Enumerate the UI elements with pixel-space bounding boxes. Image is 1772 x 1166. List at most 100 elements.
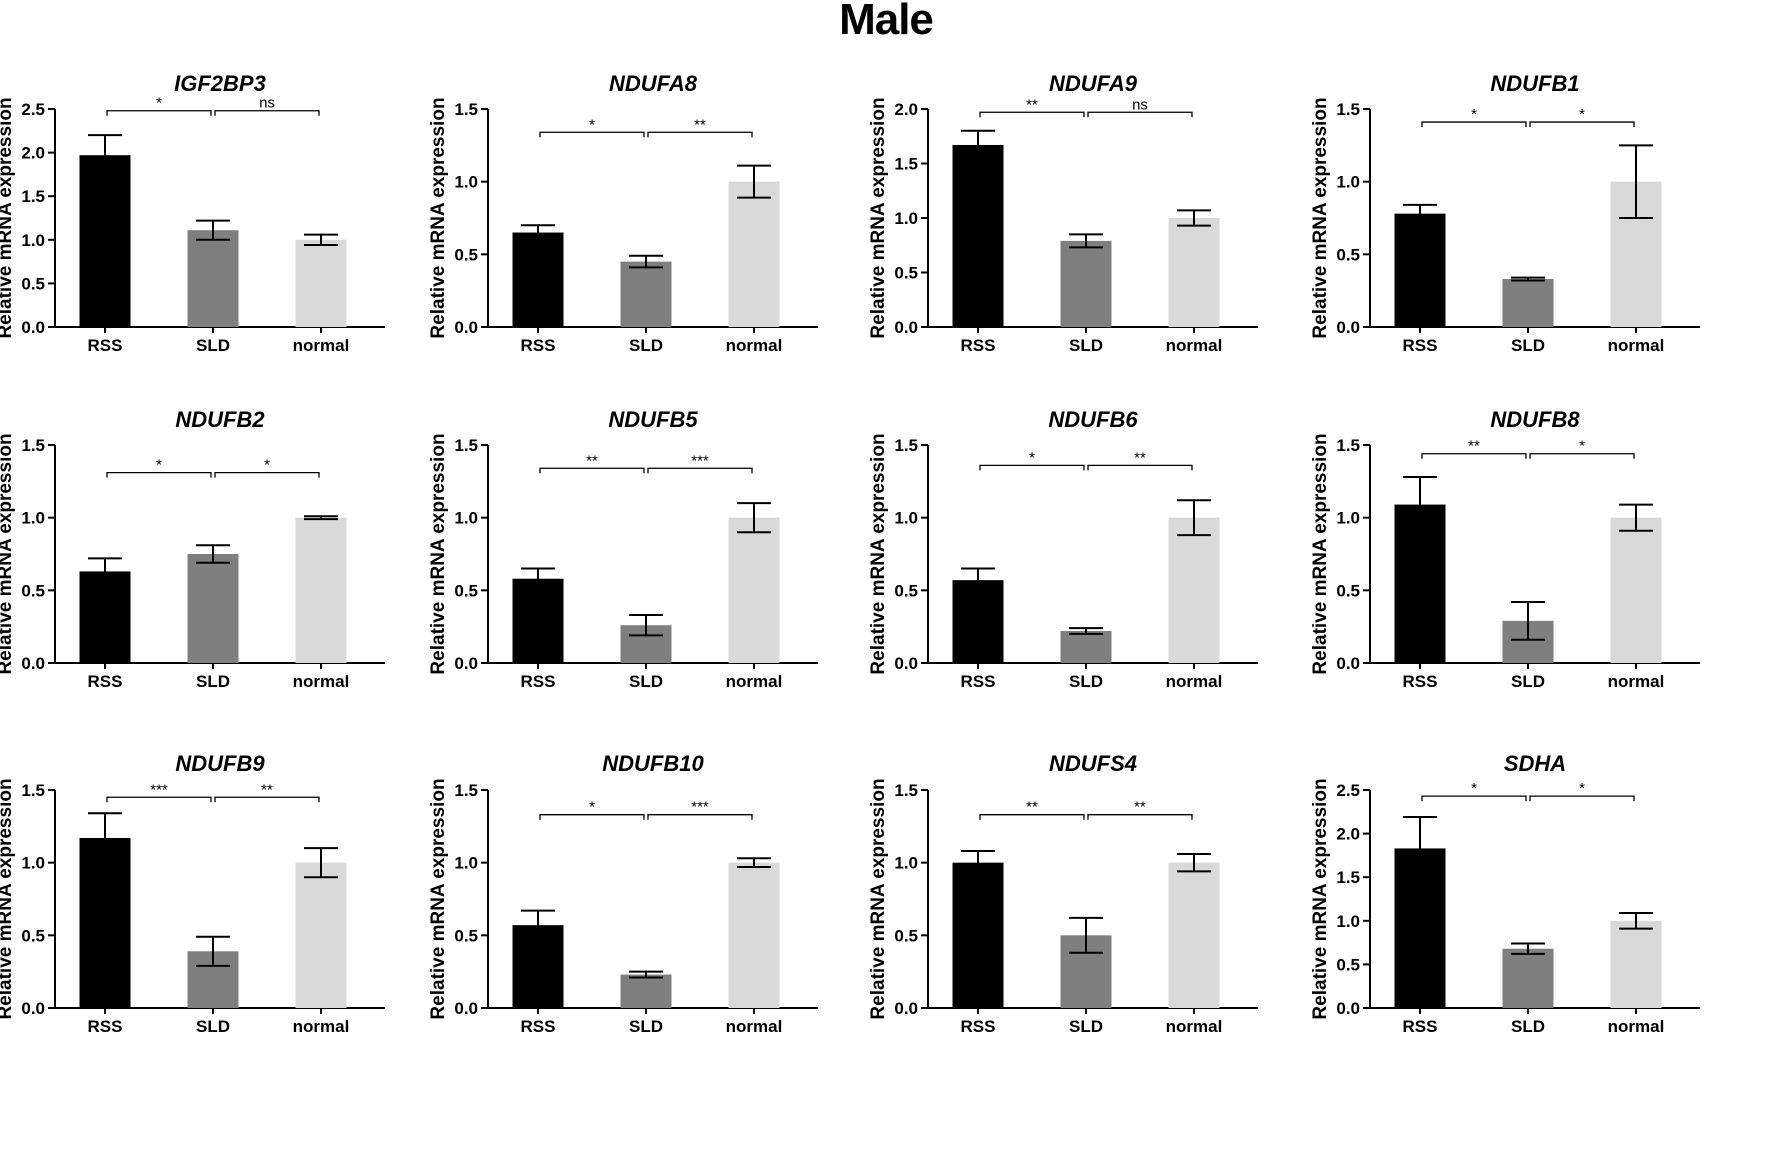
category-label-normal: normal xyxy=(726,1017,783,1036)
category-label-normal: normal xyxy=(1166,1017,1223,1036)
y-tick-label: 0.5 xyxy=(894,926,918,945)
significance-bracket xyxy=(539,131,645,138)
chart-title: NDUFB6 xyxy=(1048,407,1138,432)
bar-normal xyxy=(1168,862,1220,1008)
chart-panel-igf2bp3: IGF2BP3 Relative mRNA expression 0.0 0.5 1.0… xyxy=(0,71,385,355)
chart-title: NDUFB2 xyxy=(175,407,265,432)
bar-normal xyxy=(295,517,347,663)
bar-sld xyxy=(620,974,672,1008)
y-axis-label: Relative mRNA expression xyxy=(868,778,889,1019)
y-tick-label: 0.5 xyxy=(21,274,45,293)
significance-label: ** xyxy=(694,116,706,133)
chart-title: NDUFA9 xyxy=(1049,71,1138,96)
y-tick-label: 2.0 xyxy=(21,144,45,163)
significance-label: * xyxy=(1471,780,1477,797)
y-tick-label: 0.5 xyxy=(894,581,918,600)
y-tick-label: 0.5 xyxy=(21,581,45,600)
y-tick-label: 0.5 xyxy=(1336,581,1360,600)
y-tick-label: 1.0 xyxy=(21,231,45,250)
significance-label: * xyxy=(589,116,595,133)
category-label-sld: SLD xyxy=(196,336,230,355)
y-tick-label: 1.5 xyxy=(454,781,478,800)
y-tick-label: 0.0 xyxy=(21,654,45,673)
bar-sld xyxy=(187,554,239,663)
y-tick-label: 0.0 xyxy=(1336,654,1360,673)
category-label-normal: normal xyxy=(1608,336,1665,355)
y-tick-label: 1.0 xyxy=(894,854,918,873)
significance-bracket xyxy=(106,471,212,478)
category-label-rss: RSS xyxy=(88,336,123,355)
category-label-sld: SLD xyxy=(1511,1017,1545,1036)
category-label-rss: RSS xyxy=(961,1017,996,1036)
y-tick-label: 0.0 xyxy=(1336,999,1360,1018)
significance-bracket xyxy=(1421,453,1527,459)
y-tick-label: 1.5 xyxy=(894,781,918,800)
chart-panel-ndufb1: NDUFB1 Relative mRNA expression 0.0 0.5 1.0 1… xyxy=(1310,71,1700,355)
chart-title: NDUFS4 xyxy=(1049,751,1137,776)
y-tick-label: 1.5 xyxy=(21,781,45,800)
y-tick-label: 1.5 xyxy=(21,436,45,455)
category-label-sld: SLD xyxy=(1511,672,1545,691)
chart-title: NDUFB1 xyxy=(1490,71,1579,96)
chart-title: NDUFB8 xyxy=(1490,407,1580,432)
bar-sld xyxy=(620,261,672,327)
y-tick-label: 1.0 xyxy=(894,509,918,528)
y-tick-label: 1.5 xyxy=(1336,868,1360,887)
y-tick-label: 1.5 xyxy=(21,187,45,206)
bar-rss xyxy=(512,578,564,663)
significance-label: ns xyxy=(259,95,275,112)
chart-panel-ndufs4: NDUFS4 Relative mRNA expression 0.0 0.5 1.0 1… xyxy=(868,751,1258,1036)
category-label-rss: RSS xyxy=(521,1017,556,1036)
figure-title: Male xyxy=(839,0,934,44)
significance-label: * xyxy=(1029,449,1035,466)
y-tick-label: 1.5 xyxy=(1336,100,1360,119)
significance-label: ** xyxy=(1134,799,1146,816)
y-axis-label: Relative mRNA expression xyxy=(428,778,449,1019)
y-axis-label: Relative mRNA expression xyxy=(428,97,449,338)
category-label-normal: normal xyxy=(726,672,783,691)
significance-label: *** xyxy=(150,781,168,798)
significance-label: * xyxy=(264,457,270,474)
significance-label: ** xyxy=(586,452,598,469)
category-label-sld: SLD xyxy=(196,672,230,691)
bar-normal xyxy=(1168,218,1220,327)
y-tick-label: 1.5 xyxy=(894,436,918,455)
significance-bracket xyxy=(1087,111,1193,118)
y-tick-label: 1.0 xyxy=(454,173,478,192)
category-label-sld: SLD xyxy=(1069,336,1103,355)
category-label-normal: normal xyxy=(293,672,350,691)
y-tick-label: 1.5 xyxy=(454,436,478,455)
significance-label: ** xyxy=(1026,799,1038,816)
significance-label: * xyxy=(589,799,595,816)
significance-label: ** xyxy=(1468,438,1480,455)
y-tick-label: 0.0 xyxy=(21,318,45,337)
significance-label: ** xyxy=(1134,449,1146,466)
chart-panel-ndufa8: NDUFA8 Relative mRNA expression 0.0 0.5 1.0 1… xyxy=(428,71,818,355)
bar-rss xyxy=(79,155,131,327)
category-label-sld: SLD xyxy=(629,336,663,355)
significance-label: ** xyxy=(261,781,273,798)
y-tick-label: 2.0 xyxy=(894,100,918,119)
bar-normal xyxy=(1610,920,1662,1008)
bar-normal xyxy=(728,517,780,663)
y-tick-label: 1.5 xyxy=(894,155,918,174)
y-tick-label: 0.0 xyxy=(454,654,478,673)
y-tick-label: 0.5 xyxy=(1336,955,1360,974)
y-axis-label: Relative mRNA expression xyxy=(0,97,16,338)
chart-panel-ndufb9: NDUFB9 Relative mRNA expression 0.0 0.5 1.0 1… xyxy=(0,751,385,1036)
y-axis-label: Relative mRNA expression xyxy=(0,433,16,674)
significance-bracket xyxy=(1421,795,1527,802)
category-label-rss: RSS xyxy=(521,336,556,355)
y-axis-label: Relative mRNA expression xyxy=(1310,433,1331,674)
y-tick-label: 1.0 xyxy=(1336,173,1360,192)
y-tick-label: 2.5 xyxy=(1336,781,1360,800)
bar-sld xyxy=(1060,240,1112,327)
significance-label: * xyxy=(1579,780,1585,797)
y-tick-label: 1.0 xyxy=(454,854,478,873)
y-tick-label: 0.0 xyxy=(894,654,918,673)
y-axis-label: Relative mRNA expression xyxy=(1310,97,1331,338)
category-label-normal: normal xyxy=(1608,672,1665,691)
category-label-rss: RSS xyxy=(961,336,996,355)
category-label-sld: SLD xyxy=(1069,1017,1103,1036)
